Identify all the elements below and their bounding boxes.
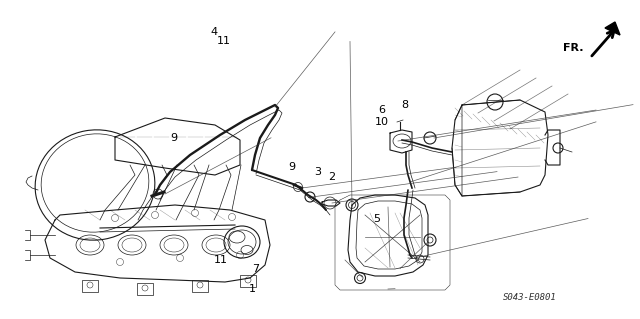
Bar <box>240 275 256 287</box>
Text: 3: 3 <box>315 167 321 177</box>
Text: 6: 6 <box>378 105 385 115</box>
Text: 11: 11 <box>217 36 231 47</box>
Text: 10: 10 <box>374 117 388 127</box>
Text: 9: 9 <box>288 162 296 172</box>
Text: 1: 1 <box>250 284 256 294</box>
Text: 9: 9 <box>170 133 177 143</box>
Text: 2: 2 <box>328 172 335 182</box>
Text: 7: 7 <box>252 263 260 274</box>
Text: 5: 5 <box>373 213 380 224</box>
Polygon shape <box>605 22 620 35</box>
Bar <box>137 283 153 295</box>
Text: 4: 4 <box>211 27 218 37</box>
Text: FR.: FR. <box>563 43 584 53</box>
Text: 11: 11 <box>214 255 228 265</box>
Text: S043-E0801: S043-E0801 <box>503 293 557 302</box>
Bar <box>192 280 208 292</box>
Bar <box>82 280 98 292</box>
Text: 8: 8 <box>401 100 409 110</box>
